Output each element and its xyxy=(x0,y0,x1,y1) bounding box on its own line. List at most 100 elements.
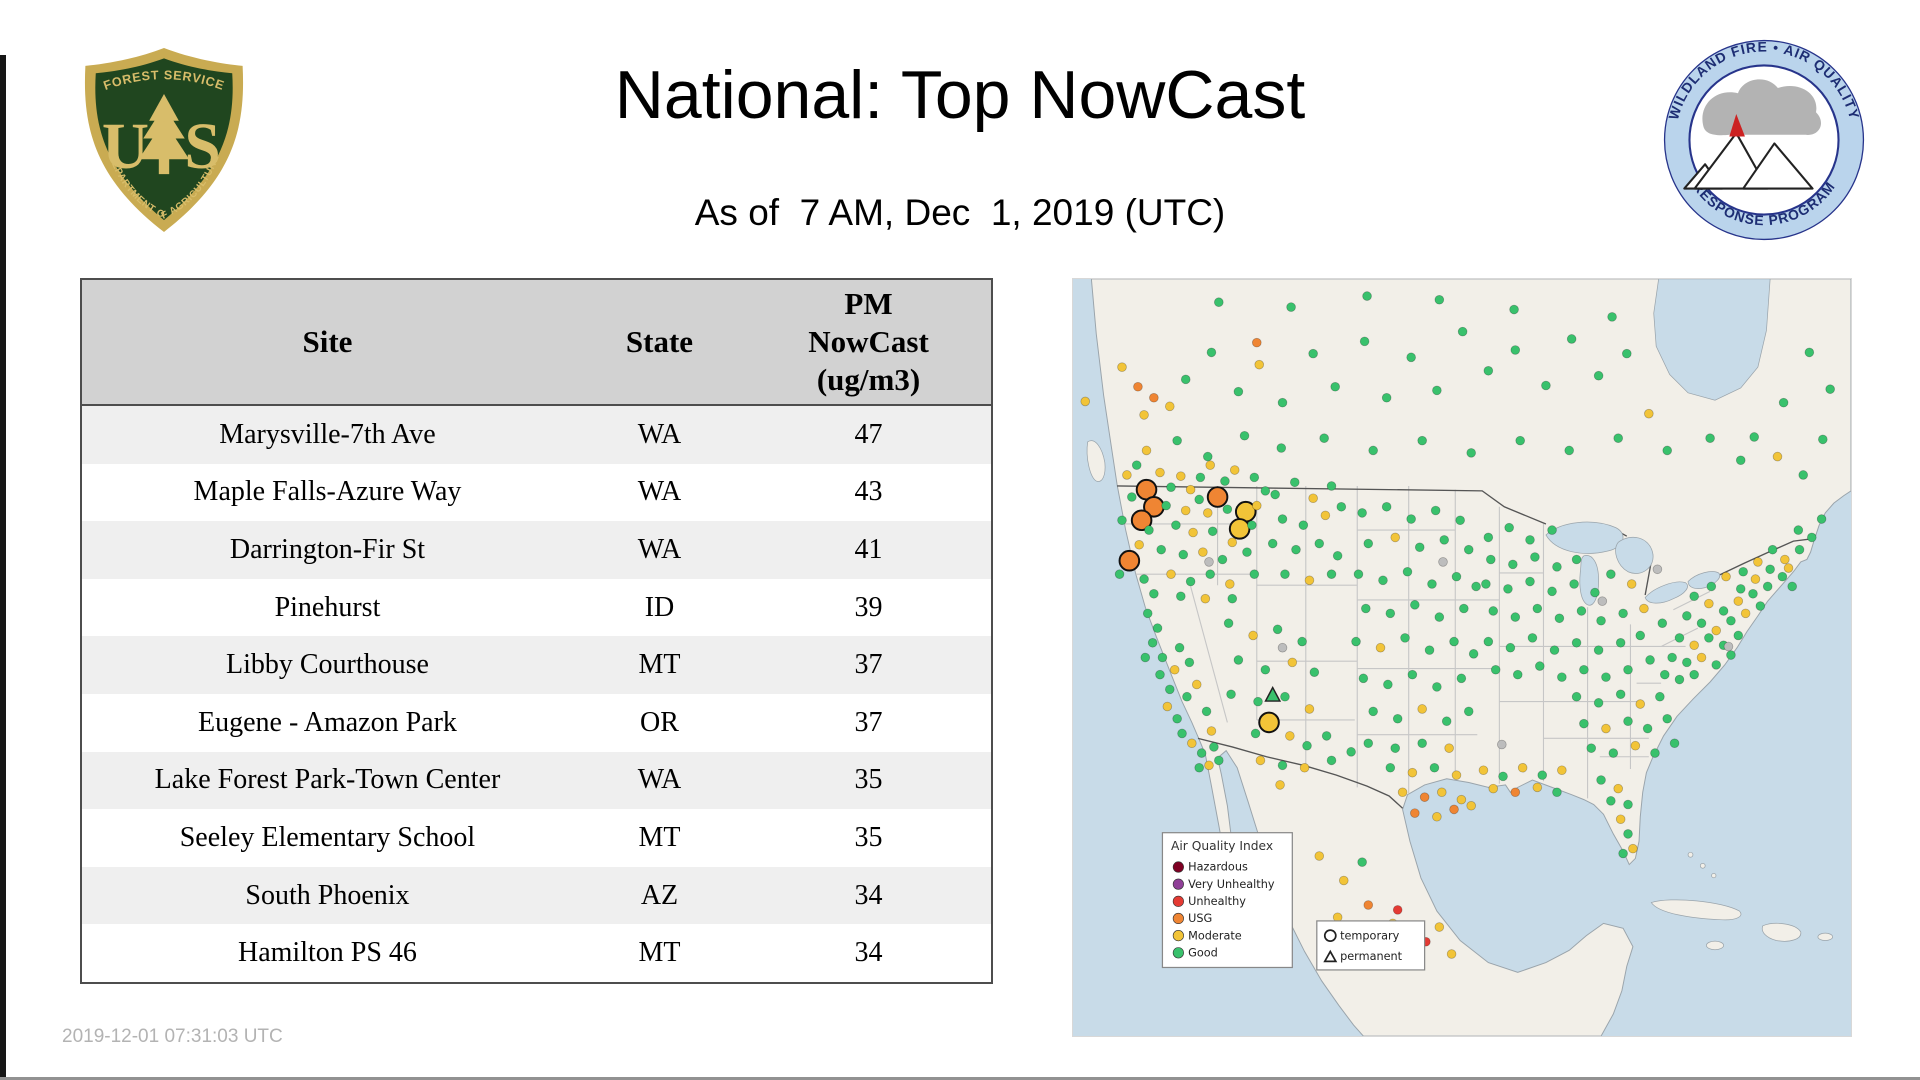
monitor-dot xyxy=(1206,347,1217,358)
monitor-dot xyxy=(1161,500,1171,511)
state-borders xyxy=(1117,485,1711,800)
monitor-dot xyxy=(1264,685,1282,702)
monitor-dot xyxy=(1166,569,1176,579)
monitor-dot xyxy=(1249,472,1260,483)
mountains-icon xyxy=(1683,132,1814,190)
monitor-dot xyxy=(1434,612,1445,622)
monitor-dot xyxy=(1451,571,1462,582)
monitor-dot xyxy=(1601,672,1611,682)
monitor-dot xyxy=(1733,596,1744,606)
monitor-dot xyxy=(1383,679,1393,690)
monitor-dot xyxy=(1357,508,1367,518)
monitor-dot xyxy=(1178,549,1189,560)
monitor-dot xyxy=(1571,691,1582,702)
monitor-dot xyxy=(1579,718,1589,729)
legend-label-temporary: temporary xyxy=(1340,929,1400,942)
monitor-dot xyxy=(1242,547,1252,557)
state-cell: MT xyxy=(638,937,681,969)
monitor-dot xyxy=(1195,472,1206,483)
monitor-dot xyxy=(1202,451,1213,462)
monitor-dot xyxy=(1704,598,1714,609)
monitor-dot xyxy=(1381,502,1392,512)
monitor-dot xyxy=(1455,515,1465,526)
monitor-dot xyxy=(1252,500,1262,511)
state-cell: WA xyxy=(637,476,682,508)
monitor-dot xyxy=(1277,642,1288,653)
monitor-dot xyxy=(1214,297,1224,307)
pine-tree-icon xyxy=(138,94,190,175)
monitor-dot xyxy=(1177,728,1187,739)
monitor-dot xyxy=(1358,673,1369,684)
monitor-dot xyxy=(1220,476,1230,486)
monitor-dot xyxy=(1375,642,1386,653)
monitor-dot xyxy=(1205,460,1216,470)
monitor-dot xyxy=(1569,579,1579,589)
monitor-dot xyxy=(1250,728,1261,739)
monitor-dot xyxy=(1449,636,1459,647)
monitor-dot xyxy=(1456,794,1467,805)
monitor-dot xyxy=(1390,532,1401,543)
monitor-dot xyxy=(1198,547,1208,557)
monitor-dot xyxy=(1547,525,1557,535)
monitor-dot xyxy=(1147,638,1158,648)
monitor-dot xyxy=(1607,312,1617,322)
monitor-dot xyxy=(1446,949,1457,959)
monitor-dot xyxy=(1258,711,1280,734)
smoke-icon xyxy=(1702,79,1822,136)
monitor-dot xyxy=(1338,875,1349,886)
monitor-dot xyxy=(1662,713,1672,724)
aqi-legend: Air Quality Index Hazardous Very Unhealt… xyxy=(1161,832,1293,969)
state-cell: MT xyxy=(638,649,681,681)
monitor-dot xyxy=(1557,672,1567,682)
monitor-dot xyxy=(1202,508,1213,518)
monitor-dot xyxy=(1780,554,1790,565)
monitor-dot xyxy=(1517,762,1528,773)
monitor-dot xyxy=(1118,549,1141,572)
monitor-dot xyxy=(1267,538,1278,549)
table-row: Marysville-7th Ave WA 47 xyxy=(81,405,992,464)
monitor-dot xyxy=(1486,554,1496,565)
monitor-dot xyxy=(1127,492,1137,502)
monitor-dot xyxy=(1468,649,1479,659)
monitor-dot xyxy=(1515,435,1525,446)
monitor-dot xyxy=(1798,470,1808,480)
monitor-dot xyxy=(1490,664,1501,675)
monitor-dot xyxy=(1205,569,1216,579)
monitor-dot xyxy=(1659,669,1670,680)
monitor-dot xyxy=(1547,586,1557,597)
table-row: Maple Falls-Azure Way WA 43 xyxy=(81,463,992,522)
monitor-dot xyxy=(1590,587,1600,598)
site-cell: Marysville-7th Ave xyxy=(219,418,436,450)
monitor-dot xyxy=(1400,633,1410,643)
monitor-dot xyxy=(1141,445,1152,456)
monitor-dot xyxy=(1748,589,1758,599)
monitor-dot xyxy=(1229,465,1240,475)
monitor-dot xyxy=(1287,657,1298,668)
monitor-dot xyxy=(1723,641,1734,652)
value-cell: 35 xyxy=(854,764,883,796)
monitor-dot xyxy=(1503,584,1513,594)
state-cell: WA xyxy=(637,764,682,796)
monitor-dot xyxy=(1133,381,1143,392)
monitor-dot xyxy=(1755,601,1766,611)
monitor-dot xyxy=(1291,544,1301,555)
monitor-dot xyxy=(1628,843,1638,854)
monitor-dot xyxy=(1576,606,1587,616)
monitor-dot xyxy=(1527,633,1538,643)
monitor-dot xyxy=(1176,591,1186,602)
monitor-dot xyxy=(1326,755,1337,766)
monitor-dot xyxy=(1510,787,1521,798)
monitor-dot xyxy=(1206,486,1229,508)
monitor-dot xyxy=(1359,336,1370,347)
monitor-dot xyxy=(1162,701,1173,712)
state-cell: OR xyxy=(640,706,679,738)
page-title: National: Top NowCast xyxy=(614,57,1306,133)
monitor-dot xyxy=(1336,502,1347,512)
monitor-dot xyxy=(1667,652,1677,663)
site-cell: Lake Forest Park-Town Center xyxy=(154,764,501,796)
monitor-dot xyxy=(1233,386,1244,397)
monitor-dot xyxy=(1804,347,1815,358)
monitor-dot xyxy=(1432,385,1442,396)
monitor-dot xyxy=(1586,743,1597,753)
monitor-dot xyxy=(1346,747,1356,757)
